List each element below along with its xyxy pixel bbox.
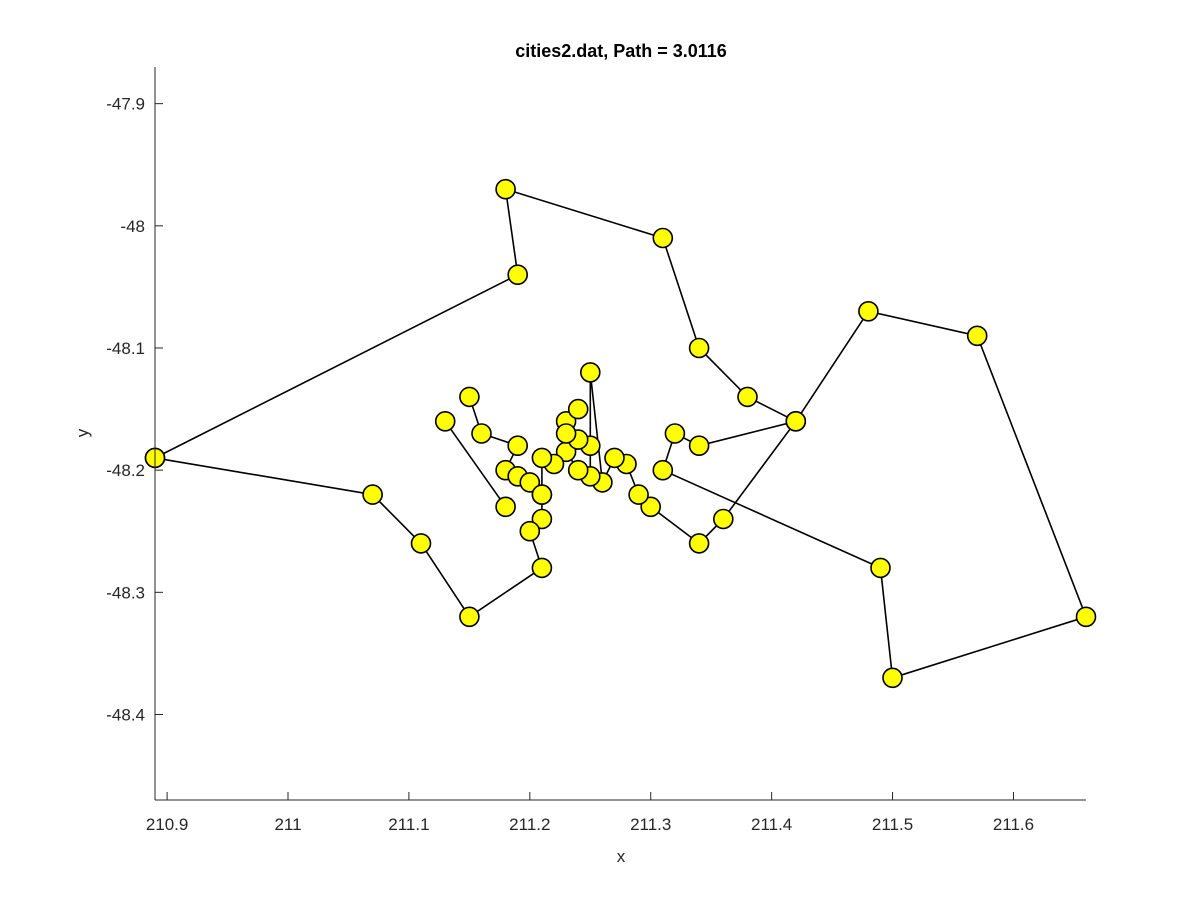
city-marker — [362, 484, 383, 505]
city-marker — [712, 508, 734, 530]
city-marker — [495, 178, 516, 200]
city-marker — [604, 447, 625, 469]
city-marker — [555, 423, 577, 444]
city-marker — [640, 496, 662, 518]
city-marker — [688, 337, 710, 359]
city-marker — [519, 520, 541, 542]
city-marker — [434, 410, 456, 432]
city-marker — [664, 423, 686, 444]
y-tick-label: -48.1 — [106, 339, 145, 358]
city-marker — [652, 227, 674, 249]
city-marker — [567, 459, 589, 481]
city-marker — [579, 362, 601, 383]
city-marker — [531, 508, 553, 530]
city-marker — [519, 472, 541, 493]
city-marker — [459, 386, 480, 408]
city-marker — [652, 459, 674, 481]
city-marker — [531, 484, 553, 505]
city-marker — [1075, 606, 1097, 628]
x-tick-label: 210.9 — [146, 815, 189, 834]
path-lines — [154, 188, 1087, 679]
city-marker — [531, 447, 553, 469]
city-marker — [785, 410, 807, 432]
x-tick-label: 211.5 — [872, 815, 913, 834]
city-markers — [144, 178, 1097, 689]
city-marker — [737, 386, 758, 408]
x-tick-label: 211.3 — [630, 815, 671, 834]
city-marker — [628, 484, 649, 505]
x-tick-label: 211.1 — [388, 815, 429, 834]
chart-title: cities2.dat, Path = 3.0116 — [515, 41, 727, 61]
city-marker — [507, 435, 529, 457]
y-tick-label: -47.9 — [106, 95, 145, 114]
path-line-0 — [154, 188, 1087, 679]
y-tick-label: -48 — [120, 217, 145, 236]
city-marker — [688, 533, 710, 554]
y-tick-label: -48.2 — [106, 461, 145, 480]
city-marker — [410, 533, 432, 554]
city-marker — [531, 557, 553, 579]
x-tick-label: 211.4 — [751, 815, 792, 834]
city-marker — [507, 264, 529, 286]
x-tick-label: 211.6 — [993, 815, 1034, 834]
city-marker — [858, 300, 879, 322]
city-marker — [495, 496, 516, 518]
x-tick-label: 211.2 — [509, 815, 550, 834]
city-marker — [567, 398, 589, 420]
x-axis-label: x — [617, 847, 626, 866]
x-tick-label: 211 — [274, 815, 301, 834]
city-marker — [471, 423, 492, 444]
city-marker — [870, 557, 891, 579]
y-axis-label: y — [73, 428, 92, 437]
city-marker — [688, 435, 710, 457]
city-marker — [966, 325, 988, 347]
y-tick-label: -48.3 — [106, 583, 145, 602]
city-marker — [882, 667, 903, 689]
path-line-1 — [444, 420, 507, 508]
y-tick-label: -48.4 — [106, 705, 145, 724]
city-marker — [459, 606, 480, 628]
axes: 210.9 211 211.1 211.2 211.3 211.4 211.5 211.6 -4… — [106, 67, 1086, 834]
